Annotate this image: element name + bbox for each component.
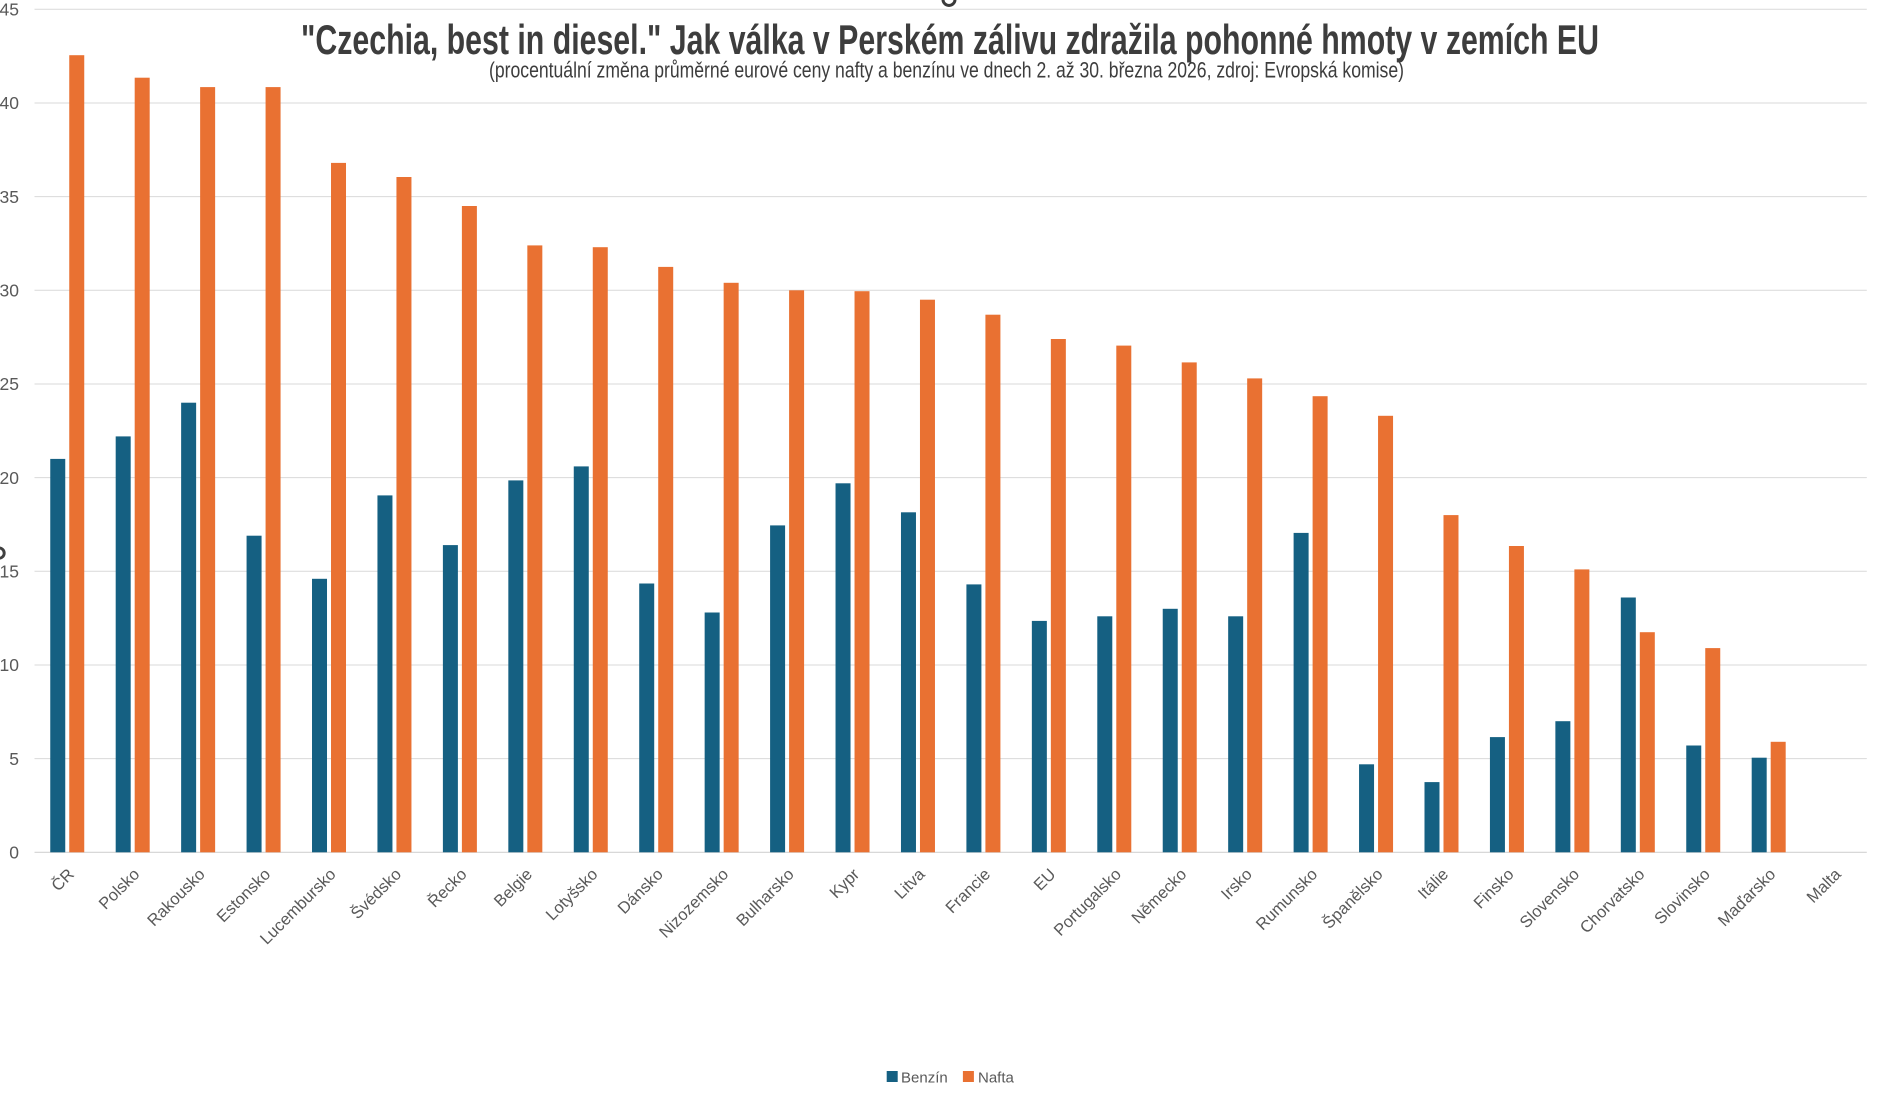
svg-text:Portugalsko: Portugalsko — [1051, 865, 1125, 939]
svg-text:Nizozemsko: Nizozemsko — [656, 865, 732, 941]
svg-text:Finsko: Finsko — [1470, 865, 1517, 912]
svg-text:Francie: Francie — [942, 865, 994, 917]
svg-text:Španělsko: Španělsko — [1319, 865, 1387, 933]
svg-text:Maďarsko: Maďarsko — [1715, 865, 1780, 930]
svg-text:Německo: Německo — [1128, 865, 1190, 927]
svg-text:Benzín: Benzín — [901, 1069, 948, 1086]
svg-text:45: 45 — [0, 0, 19, 20]
svg-text:30: 30 — [0, 281, 19, 301]
svg-text:10: 10 — [0, 655, 19, 675]
svg-text:15: 15 — [0, 562, 19, 582]
svg-text:Bulharsko: Bulharsko — [733, 865, 798, 930]
svg-text:"Czechia, best in diesel." Jak: "Czechia, best in diesel." Jak válka v P… — [301, 16, 1599, 63]
svg-text:Slovensko: Slovensko — [1516, 865, 1583, 932]
svg-text:Itálie: Itálie — [1415, 865, 1452, 902]
svg-text:ČR: ČR — [48, 865, 78, 895]
svg-text:Rakousko: Rakousko — [144, 865, 209, 930]
svg-text:35: 35 — [0, 187, 19, 207]
svg-text:Malta: Malta — [1803, 865, 1845, 907]
svg-text:Kypr: Kypr — [826, 865, 863, 902]
svg-text:Chorvatsko: Chorvatsko — [1577, 865, 1649, 937]
svg-text:Lotyšsko: Lotyšsko — [543, 865, 602, 924]
svg-text:Rumunsko: Rumunsko — [1253, 865, 1322, 934]
svg-text:Nafta: Nafta — [978, 1069, 1015, 1086]
svg-text:20: 20 — [0, 468, 19, 488]
svg-text:25: 25 — [0, 374, 19, 394]
svg-text:EU: EU — [1030, 865, 1059, 894]
svg-text:Estonsko: Estonsko — [214, 865, 275, 926]
svg-text:40: 40 — [0, 93, 19, 113]
svg-text:Řecko: Řecko — [424, 865, 471, 912]
svg-text:Polsko: Polsko — [96, 865, 144, 913]
svg-text:Slovinsko: Slovinsko — [1651, 865, 1714, 928]
svg-text:Belgie: Belgie — [491, 865, 536, 910]
svg-text:5: 5 — [9, 749, 19, 769]
svg-text:0: 0 — [9, 843, 19, 863]
svg-text:(procentuální změna průměrné e: (procentuální změna průměrné eurové ceny… — [489, 58, 1404, 83]
svg-text:Švédsko: Švédsko — [347, 865, 405, 923]
svg-text:Dánsko: Dánsko — [615, 865, 667, 917]
svg-text:Irsko: Irsko — [1218, 865, 1256, 903]
svg-text:Litva: Litva — [891, 865, 929, 903]
